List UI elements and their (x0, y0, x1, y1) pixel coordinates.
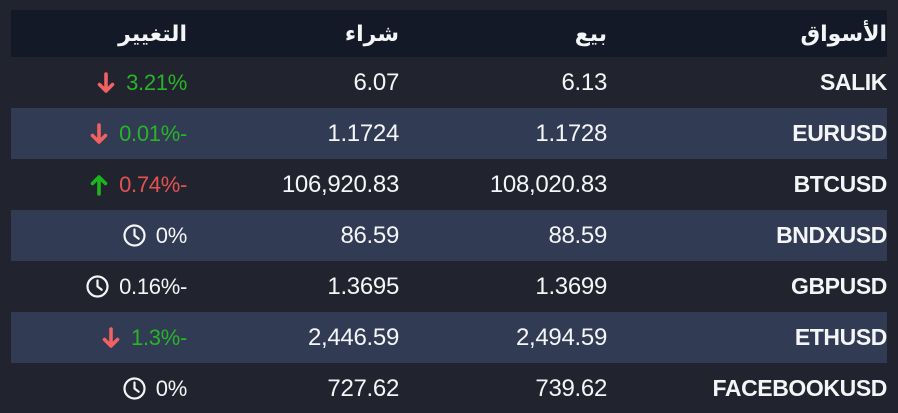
buy-price: 1.1724 (327, 119, 399, 147)
table-row[interactable]: GBPUSD 1.3699 1.3695 -0.16% (11, 261, 887, 312)
change-cell: -0.16% (11, 274, 187, 300)
header-sell: بيع (574, 20, 607, 46)
table-row[interactable]: ETHUSD 2,494.59 2,446.59 -1.3% (11, 312, 887, 363)
change-value: -0.74% (119, 171, 187, 197)
change-cell: -1.3% (11, 325, 187, 351)
market-name: FACEBOOKUSD (712, 375, 887, 401)
change-cell: 0% (11, 223, 187, 249)
clock-icon (122, 376, 147, 401)
sell-price: 108,020.83 (489, 170, 607, 198)
change-value: 3.21% (126, 69, 187, 95)
header-markets: الأسواق (800, 20, 887, 46)
buy-price: 1.3695 (327, 272, 399, 300)
market-name: GBPUSD (790, 273, 887, 299)
header-buy: شراء (344, 20, 399, 46)
buy-price: 2,446.59 (307, 323, 399, 351)
change-cell: 0% (11, 376, 187, 402)
market-name: SALIK (819, 69, 887, 95)
sell-price: 6.13 (561, 68, 607, 96)
change-cell: -0.01% (11, 121, 187, 147)
table-header: الأسواق بيع شراء التغيير (11, 10, 887, 57)
change-value: -0.16% (119, 273, 187, 299)
buy-price: 6.07 (353, 68, 399, 96)
clock-icon (85, 274, 110, 299)
arrow-up-icon (88, 173, 110, 197)
clock-icon (122, 223, 147, 248)
sell-price: 88.59 (548, 221, 607, 249)
change-value: -0.01% (119, 120, 187, 146)
table-row[interactable]: BNDXUSD 88.59 86.59 0% (11, 210, 887, 261)
market-name: BTCUSD (793, 171, 888, 197)
change-cell: 3.21% (11, 70, 187, 96)
header-change: التغيير (118, 20, 187, 46)
buy-price: 727.62 (327, 374, 399, 402)
market-name: BNDXUSD (776, 222, 887, 248)
table-row[interactable]: SALIK 6.13 6.07 3.21% (11, 57, 887, 108)
table-row[interactable]: BTCUSD 108,020.83 106,920.83 -0.74% (11, 159, 887, 210)
sell-price: 1.1728 (535, 119, 607, 147)
change-value: 0% (155, 375, 188, 401)
table-row[interactable]: EURUSD 1.1728 1.1724 -0.01% (11, 108, 887, 159)
buy-price: 106,920.83 (281, 170, 399, 198)
arrow-down-icon (100, 326, 122, 350)
buy-price: 86.59 (340, 221, 399, 249)
table-row[interactable]: FACEBOOKUSD 739.62 727.62 0% (11, 363, 887, 413)
change-value: -1.3% (131, 324, 187, 350)
market-name: EURUSD (792, 120, 887, 146)
market-name: ETHUSD (794, 324, 888, 350)
market-rows: SALIK 6.13 6.07 3.21% EURUSD 1.1728 1.17… (11, 57, 887, 413)
arrow-down-icon (95, 71, 117, 95)
sell-price: 2,494.59 (515, 323, 607, 351)
change-cell: -0.74% (11, 172, 187, 198)
sell-price: 739.62 (535, 374, 607, 402)
sell-price: 1.3699 (535, 272, 607, 300)
change-value: 0% (155, 222, 188, 248)
arrow-down-icon (88, 122, 110, 146)
